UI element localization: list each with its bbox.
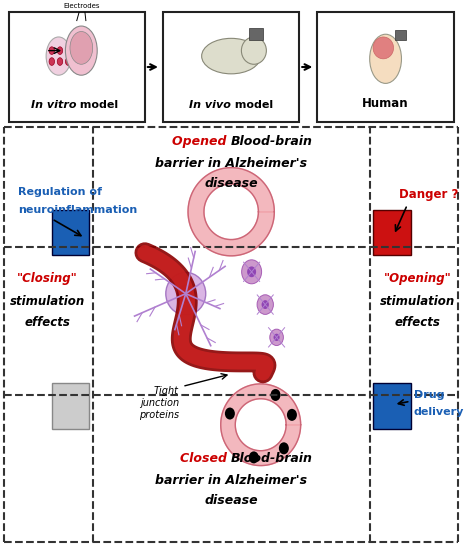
Text: Human: Human bbox=[362, 97, 409, 110]
Text: stimulation: stimulation bbox=[380, 295, 455, 309]
Ellipse shape bbox=[241, 37, 266, 64]
Ellipse shape bbox=[65, 26, 97, 75]
Ellipse shape bbox=[65, 47, 71, 54]
Circle shape bbox=[262, 300, 269, 309]
Circle shape bbox=[287, 409, 297, 421]
Bar bbox=[9, 13, 145, 122]
Text: Drug: Drug bbox=[414, 390, 444, 400]
Text: "Opening": "Opening" bbox=[383, 272, 451, 285]
Ellipse shape bbox=[46, 37, 71, 75]
Bar bbox=[373, 383, 410, 429]
Text: Danger ?: Danger ? bbox=[399, 188, 458, 201]
Bar bbox=[395, 30, 406, 40]
Bar bbox=[163, 13, 299, 122]
Text: disease: disease bbox=[204, 494, 258, 507]
Text: In vitro: In vitro bbox=[31, 99, 76, 110]
Text: "Closing": "Closing" bbox=[17, 272, 78, 285]
Text: delivery: delivery bbox=[414, 407, 464, 417]
Circle shape bbox=[249, 451, 259, 463]
Ellipse shape bbox=[49, 58, 55, 65]
Text: model: model bbox=[76, 99, 118, 110]
Text: Tight
junction
proteins: Tight junction proteins bbox=[139, 386, 179, 419]
Text: Opened: Opened bbox=[173, 135, 231, 148]
Text: Blood-brain: Blood-brain bbox=[231, 452, 313, 465]
Ellipse shape bbox=[57, 47, 63, 54]
Ellipse shape bbox=[166, 272, 206, 315]
Text: barrier in Alzheimer's: barrier in Alzheimer's bbox=[155, 157, 307, 170]
Text: Regulation of: Regulation of bbox=[18, 187, 102, 197]
Circle shape bbox=[271, 389, 281, 401]
Circle shape bbox=[242, 260, 262, 284]
Ellipse shape bbox=[49, 47, 55, 54]
Circle shape bbox=[257, 295, 273, 315]
Circle shape bbox=[270, 329, 283, 345]
Text: Electrodes: Electrodes bbox=[63, 3, 100, 9]
Text: effects: effects bbox=[24, 316, 70, 328]
Bar bbox=[373, 210, 410, 255]
Ellipse shape bbox=[70, 31, 93, 64]
Circle shape bbox=[247, 266, 256, 277]
Ellipse shape bbox=[370, 34, 401, 83]
Bar bbox=[318, 13, 454, 122]
Circle shape bbox=[273, 334, 280, 341]
Bar bbox=[249, 27, 263, 40]
Ellipse shape bbox=[201, 38, 261, 74]
Bar bbox=[52, 383, 90, 429]
Text: In vivo: In vivo bbox=[189, 99, 231, 110]
Text: neuroinflammation: neuroinflammation bbox=[18, 205, 137, 215]
Text: stimulation: stimulation bbox=[9, 295, 85, 309]
Polygon shape bbox=[221, 384, 301, 466]
Polygon shape bbox=[188, 167, 274, 256]
Ellipse shape bbox=[178, 285, 194, 302]
Text: model: model bbox=[231, 99, 273, 110]
Ellipse shape bbox=[65, 58, 71, 65]
Circle shape bbox=[279, 442, 289, 455]
Text: Closed: Closed bbox=[180, 452, 231, 465]
Text: disease: disease bbox=[204, 177, 258, 191]
Bar bbox=[52, 210, 90, 255]
Circle shape bbox=[225, 407, 235, 419]
Ellipse shape bbox=[373, 37, 393, 59]
Text: effects: effects bbox=[394, 316, 440, 328]
Text: barrier in Alzheimer's: barrier in Alzheimer's bbox=[155, 474, 307, 487]
Text: Blood-brain: Blood-brain bbox=[231, 135, 313, 148]
Ellipse shape bbox=[57, 58, 63, 65]
